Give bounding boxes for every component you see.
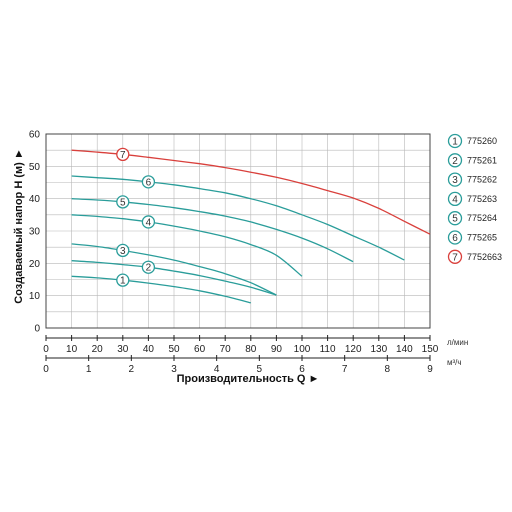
x-tick-label: 10	[66, 344, 78, 355]
x2-tick-label: 1	[86, 364, 92, 375]
x-tick-label: 30	[117, 344, 129, 355]
legend-entry-label: 775261	[467, 155, 497, 165]
series-marker-label: 1	[120, 276, 126, 287]
x2-tick-label: 0	[43, 364, 49, 375]
legend-marker-label: 5	[452, 214, 458, 225]
x2-tick-label: 9	[427, 364, 433, 375]
series-marker-2	[141, 260, 156, 274]
x-unit-secondary: м³/ч	[447, 358, 462, 367]
series-marker-1	[116, 273, 130, 287]
x-axis-lpm: 0 10 20 30 40 50 60 70 80 90 100 110 120 130 140 150	[43, 335, 439, 355]
x-tick-label: 110	[320, 344, 336, 355]
legend-marker-7	[447, 249, 463, 264]
legend-entry-label: 775260	[467, 136, 497, 146]
series-marker-7	[116, 147, 130, 162]
x-tick-label: 90	[271, 344, 283, 355]
x-tick-label: 70	[220, 344, 232, 355]
x-tick-label: 50	[168, 344, 180, 355]
x2-tick-label: 5	[257, 364, 263, 375]
legend-marker-label: 1	[452, 137, 458, 148]
y-tick-label: 60	[29, 130, 41, 141]
legend-entry-label: 775265	[467, 233, 497, 243]
legend-marker-2	[447, 153, 463, 168]
series-marker-label: 5	[120, 197, 126, 208]
series-line-775261	[71, 260, 277, 296]
plot-frame	[45, 133, 431, 329]
x2-tick-label: 2	[129, 364, 135, 375]
series-marker-label: 4	[146, 217, 152, 228]
legend-marker-1	[447, 133, 463, 149]
plot-border	[45, 133, 431, 329]
x-tick-label: 80	[245, 344, 257, 355]
x-axis-m3h: 0 1 2 3 4 5 6 7 8 9	[43, 355, 433, 375]
legend-entry-label: 775262	[467, 175, 497, 185]
y-tick-label: 0	[34, 324, 40, 335]
series-marker-4	[141, 215, 156, 229]
y-tick-label: 50	[29, 162, 41, 173]
legend-marker-label: 2	[452, 156, 458, 167]
x-axis-label: Производительность Q ►	[177, 373, 320, 385]
series-marker-label: 3	[120, 246, 126, 257]
x2-tick-label: 4	[214, 364, 220, 375]
series-line-775262	[71, 243, 277, 296]
series-marker-3	[116, 243, 130, 258]
series-marker-6	[141, 175, 156, 189]
series-markers: 1 2 3 4 5 6 7	[116, 147, 156, 287]
x2-tick-label: 3	[171, 364, 177, 375]
legend-marker-4	[447, 191, 463, 207]
x-tick-label: 100	[294, 344, 311, 355]
y-tick-label: 20	[29, 259, 41, 270]
legend-marker-5	[447, 211, 463, 226]
series-marker-label: 2	[146, 263, 152, 274]
series-marker-label: 7	[120, 150, 126, 161]
x-tick-label: 120	[345, 344, 362, 355]
legend: 1 775260 2 775261 3 775262 4 775263 5 775264 6 7752…	[447, 133, 502, 264]
legend-entry-label: 7752663	[467, 252, 502, 262]
series-lines	[71, 149, 431, 304]
x2-tick-label: 7	[342, 364, 348, 375]
legend-marker-label: 4	[452, 194, 458, 205]
x-tick-label: 20	[92, 344, 104, 355]
x-unit-primary: л/мин	[447, 338, 468, 347]
x-tick-label: 60	[194, 344, 206, 355]
x-tick-label: 0	[43, 344, 49, 355]
x-tick-label: 140	[396, 344, 413, 355]
x2-tick-label: 8	[385, 364, 391, 375]
series-line-775260	[71, 275, 251, 304]
series-line-775265	[71, 175, 405, 261]
y-tick-labels: 0 10 20 30 40 50 60	[29, 130, 41, 335]
y-tick-label: 10	[29, 291, 41, 302]
legend-marker-label: 3	[452, 175, 458, 186]
series-line-7752663	[71, 149, 431, 235]
x-tick-label: 40	[143, 344, 155, 355]
series-line-775263	[71, 214, 303, 277]
legend-marker-6	[447, 230, 463, 245]
legend-entry-label: 775263	[467, 194, 497, 204]
series-marker-5	[116, 195, 130, 209]
series-marker-label: 6	[146, 177, 152, 188]
series-line-775264	[71, 198, 354, 263]
legend-entry-label: 775264	[467, 213, 497, 223]
legend-marker-3	[447, 172, 463, 187]
x-tick-label: 130	[370, 344, 387, 355]
y-tick-label: 30	[29, 227, 41, 238]
legend-marker-label: 7	[452, 252, 458, 263]
x-tick-label: 150	[422, 344, 439, 355]
y-axis-label: Создаваемый напор H (м) ►	[13, 148, 25, 303]
x2-tick-label: 6	[299, 364, 305, 375]
y-tick-label: 40	[29, 194, 41, 205]
legend-marker-label: 6	[452, 233, 458, 244]
